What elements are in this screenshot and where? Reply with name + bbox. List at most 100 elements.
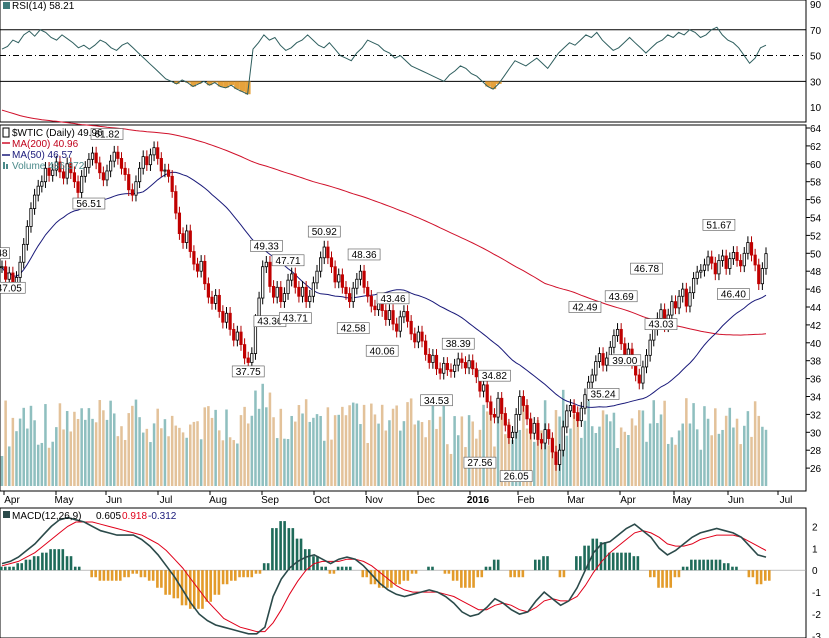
- volume-bar: [569, 428, 572, 486]
- x-tick-label: Jun: [106, 495, 122, 506]
- price-y-tick-label: 50: [810, 249, 822, 260]
- price-y-tick-label: 28: [810, 446, 822, 457]
- rsi-legend-swatch-icon: [3, 2, 10, 9]
- macd-legend: MACD(12,26,9) 0.605 0.918 -0.312: [3, 511, 177, 522]
- price-annotation-label: 47.05: [0, 283, 22, 294]
- volume-bar: [377, 423, 380, 486]
- macd-hist-bar: [611, 552, 615, 571]
- candle-body: [261, 266, 265, 299]
- volume-bar: [196, 421, 199, 486]
- volume-bar: [26, 428, 29, 486]
- price-annotation: 61.82: [90, 128, 124, 141]
- macd-y-tick-label: -2: [812, 610, 821, 621]
- macd-hist-bar: [661, 570, 664, 588]
- volume-legend-icon-bar: [6, 164, 8, 169]
- candle-body: [590, 374, 594, 383]
- price-annotation: 42.49: [568, 301, 602, 314]
- volume-bar: [525, 428, 529, 486]
- volume-bar: [623, 431, 627, 486]
- candle-body: [612, 335, 616, 348]
- candle-body: [87, 158, 91, 168]
- candle-body: [340, 274, 344, 288]
- volume-bar: [174, 425, 178, 486]
- price-annotation-label: 34.53: [424, 396, 449, 407]
- volume-bar: [724, 415, 728, 486]
- candle-body: [507, 424, 511, 439]
- volume-bar: [612, 412, 616, 486]
- volume-bar: [265, 407, 268, 486]
- volume-bar: [359, 424, 362, 486]
- candle-body: [279, 286, 283, 303]
- candle-body: [355, 278, 359, 289]
- candle-body: [554, 451, 558, 465]
- volume-bar: [699, 449, 703, 486]
- volume-bar: [239, 415, 243, 486]
- macd-hist-bar: [451, 570, 455, 581]
- price-y-tick-label: 56: [810, 196, 822, 207]
- macd-y-tick-label: -3: [812, 632, 821, 638]
- volume-bar: [551, 437, 554, 486]
- price-annotation-label: 35.24: [591, 389, 616, 400]
- volume-bar: [243, 406, 246, 486]
- volume-bar: [540, 430, 543, 486]
- volume-bar: [207, 406, 210, 486]
- candle-body: [188, 230, 192, 252]
- macd-hist-bar: [628, 552, 631, 571]
- candle-body: [691, 277, 696, 294]
- candle-body: [532, 422, 536, 434]
- macd-hist-bar: [102, 570, 106, 581]
- price-annotation-box: [347, 248, 381, 261]
- volume-bar: [348, 405, 351, 486]
- macd-hist-bar: [258, 570, 262, 574]
- candle-body: [561, 426, 565, 451]
- volume-bar: [576, 416, 579, 486]
- volume-bar: [721, 429, 724, 486]
- rsi-legend: RSI(14) 58.21: [3, 1, 75, 12]
- macd-y-tick-label: 1: [812, 544, 818, 555]
- candle-body: [550, 438, 554, 453]
- volume-bar: [685, 398, 688, 486]
- macd-hist-bar: [213, 570, 217, 595]
- volume-bar: [181, 432, 185, 486]
- macd-hist-bar: [225, 570, 229, 585]
- candle-body: [199, 260, 203, 272]
- macd-hist-bar: [652, 570, 656, 578]
- price-y-tick-label: 64: [810, 124, 822, 135]
- candle-body: [293, 273, 297, 288]
- macd-hist-bar: [542, 556, 545, 571]
- candle-body: [228, 312, 232, 330]
- candle-body: [72, 172, 77, 183]
- ma200-legend-label: MA(200) 40.96: [12, 139, 79, 150]
- volume-bar: [666, 443, 670, 486]
- volume-bar: [735, 418, 739, 486]
- volume-bar: [590, 426, 594, 486]
- macd-hist-bar: [455, 570, 459, 581]
- volume-bar: [315, 414, 319, 486]
- macd-hist-bar: [665, 570, 669, 588]
- price-y-tick-label: 40: [810, 339, 822, 350]
- candle-body: [32, 194, 37, 209]
- macd-hist-bar: [751, 570, 755, 578]
- volume-bar: [609, 421, 612, 486]
- volume-bar: [706, 418, 710, 486]
- candle-body: [746, 242, 750, 254]
- candle-body: [579, 407, 583, 422]
- candle-body: [749, 242, 754, 256]
- candle-body: [116, 151, 120, 159]
- macd-hist-bar: [377, 570, 381, 588]
- x-tick-label: 2016: [467, 495, 490, 506]
- volume-bar: [413, 424, 417, 486]
- rsi-oversold-fill: [174, 81, 502, 95]
- candle-body: [702, 264, 707, 271]
- volume-bar: [728, 407, 732, 486]
- volume-bar: [47, 447, 51, 486]
- candle-body: [529, 418, 533, 434]
- volume-bar: [677, 430, 681, 486]
- volume-bar: [456, 435, 460, 486]
- candle-body: [210, 296, 214, 304]
- candle-body: [25, 226, 29, 245]
- macd-hist-bar: [381, 570, 385, 588]
- macd-hist-bar: [468, 570, 471, 588]
- volume-bar: [438, 416, 442, 486]
- volume-bar: [283, 438, 286, 486]
